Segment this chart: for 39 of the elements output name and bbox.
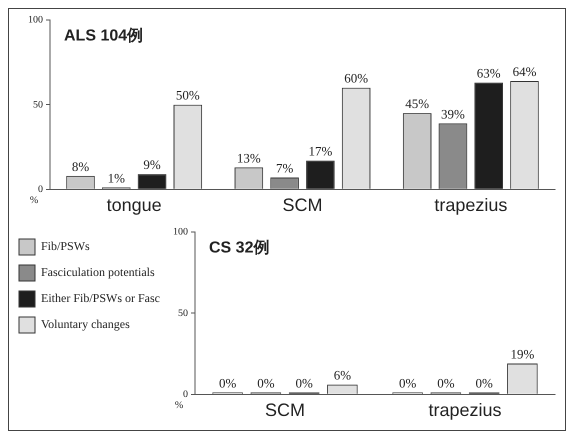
chart-title: ALS 104例: [64, 26, 144, 44]
data-label: 0%: [398, 375, 416, 390]
data-label: 39%: [441, 106, 466, 122]
legend-label: Fib/PSWs: [41, 239, 90, 254]
data-label: 0%: [257, 375, 275, 390]
data-label: 0%: [475, 375, 493, 390]
y-tick-label: 0: [38, 184, 43, 196]
data-label: 50%: [176, 88, 200, 103]
y-tick-label: 100: [173, 226, 188, 238]
data-label: 9%: [143, 157, 161, 172]
data-label: 8%: [72, 158, 90, 174]
chart-title: CS 32例: [209, 238, 270, 256]
data-label: 1%: [108, 170, 126, 186]
y-tick-label: 100: [28, 14, 43, 26]
data-label: 0%: [218, 375, 236, 390]
data-label: 0%: [295, 375, 313, 390]
data-label: 19%: [510, 346, 534, 362]
data-label: 0%: [437, 375, 455, 390]
x-tick-label: SCM: [282, 195, 322, 216]
legend-label: Voluntary changes: [41, 317, 130, 332]
legend-label: Either Fib/PSWs or Fasc: [41, 291, 160, 306]
data-label: 13%: [236, 150, 261, 166]
x-tick-label: trapezius: [434, 195, 508, 216]
y-tick-label: 0: [183, 389, 188, 400]
data-label: 63%: [476, 66, 501, 81]
y-tick-label: 50: [178, 308, 188, 319]
x-tick-label: trapezius: [428, 400, 502, 420]
x-tick-label: tongue: [106, 195, 162, 216]
y-axis-title: %: [174, 400, 184, 412]
data-label: 17%: [308, 144, 332, 159]
data-label: 45%: [405, 96, 430, 112]
y-axis-title: %: [30, 195, 38, 206]
data-label: 60%: [344, 70, 368, 86]
data-label: 6%: [334, 368, 352, 383]
x-tick-label: SCM: [265, 400, 305, 420]
y-tick-label: 50: [33, 99, 43, 110]
data-label: 64%: [512, 64, 537, 79]
data-label: 7%: [276, 160, 294, 176]
legend-label: Fasciculation potentials: [41, 265, 155, 280]
